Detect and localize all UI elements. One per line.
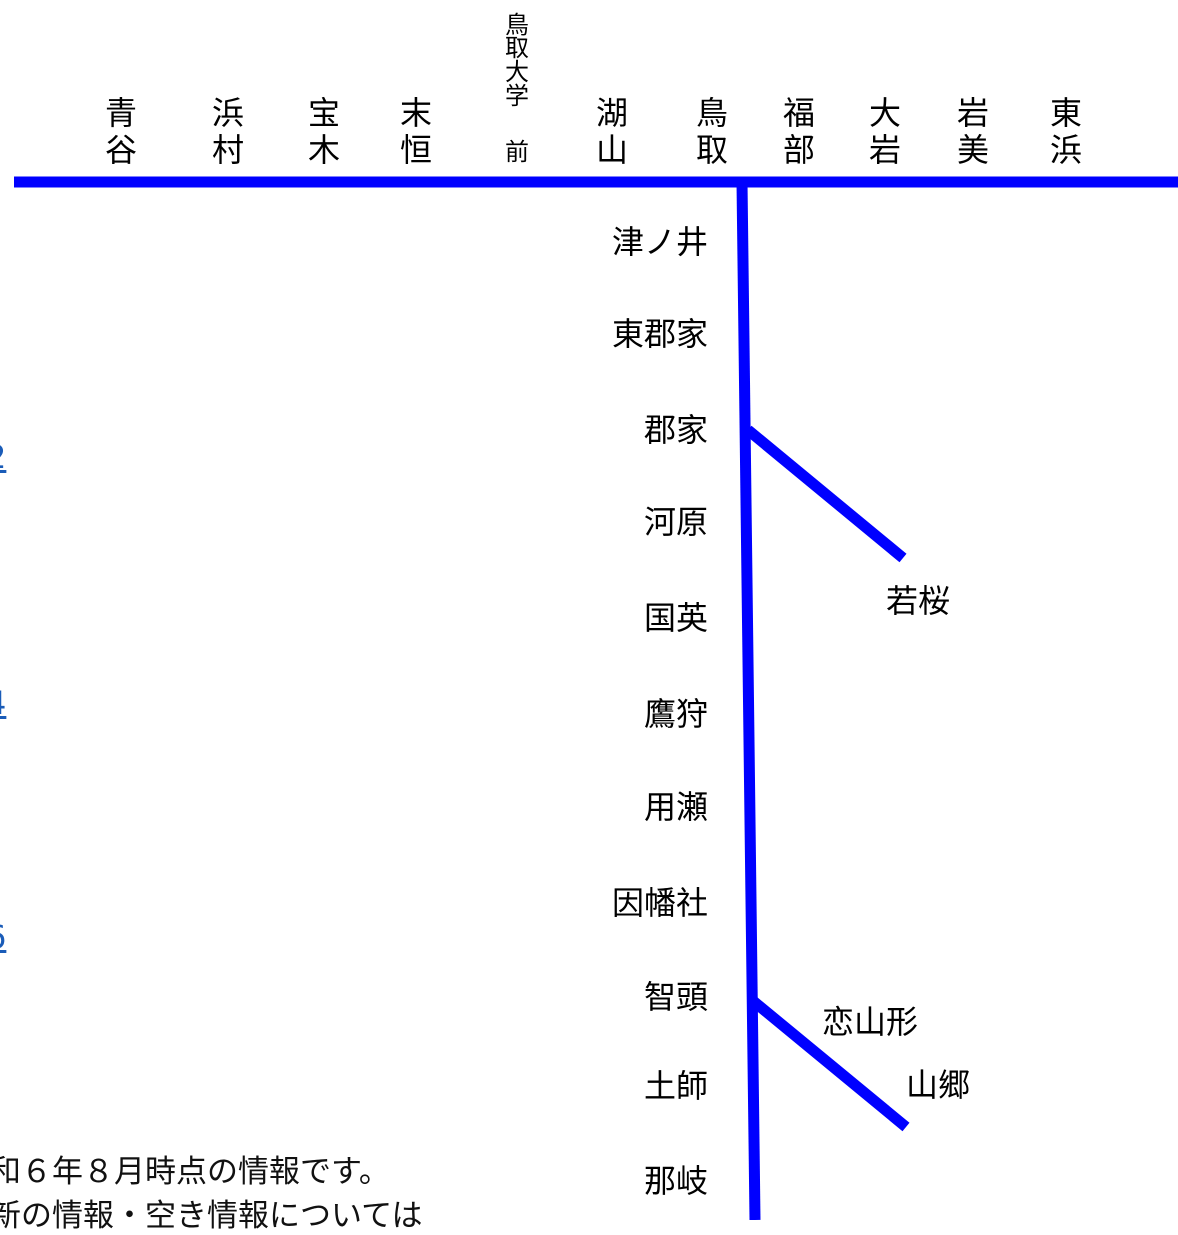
station-hamamura-char-1: 浜 — [212, 94, 244, 132]
station-nagi: 那岐 — [644, 1162, 708, 1200]
station-koyama-char-1: 湖 — [596, 94, 628, 132]
station-tottori-daigaku-mae-char-2: 取 — [505, 34, 529, 62]
station-tottori-daigaku-mae-char-3: 大 — [505, 58, 529, 86]
station-tottori-daigaku-mae-char-4: 学 — [505, 82, 529, 110]
station-hougi-char-1: 宝 — [308, 94, 340, 132]
station-higashi-koge: 東郡家 — [612, 315, 708, 353]
station-suetsune-char-1: 末 — [400, 94, 432, 132]
station-aoya-char-2: 谷 — [105, 131, 137, 169]
station-aoya-char-1: 青 — [105, 94, 137, 132]
station-inbanosha: 因幡社 — [612, 884, 708, 922]
station-hougi-char-2: 木 — [308, 131, 340, 169]
station-tottori-char-1: 鳥 — [696, 94, 728, 132]
inbi-line — [736, 181, 761, 1220]
station-oiwa-char-2: 岩 — [869, 131, 901, 169]
rail-lines — [14, 176, 1178, 1220]
station-higashihama-char-2: 浜 — [1050, 131, 1082, 169]
station-kokuei: 国英 — [644, 599, 708, 637]
station-mochigase: 用瀬 — [644, 788, 708, 826]
note-line-1: 和６年８月時点の情報です。 — [0, 1154, 390, 1190]
station-tottori-char-2: 取 — [696, 131, 728, 169]
station-iwami-char-2: 美 — [957, 131, 989, 169]
wakasa-branch-line — [744, 425, 907, 563]
station-tsunoi: 津ノ井 — [612, 223, 708, 261]
note-line-2: 新の情報・空き情報については — [0, 1198, 423, 1234]
station-takagari: 鷹狩 — [644, 695, 708, 733]
station-higashihama-char-1: 東 — [1050, 94, 1082, 132]
station-yamasato: 山郷 — [906, 1066, 970, 1104]
station-koge: 郡家 — [644, 411, 708, 449]
chizu-branch-line — [748, 995, 910, 1132]
station-suetsune-char-2: 恒 — [400, 131, 432, 169]
station-hashi: 土師 — [644, 1067, 708, 1105]
station-tottori-daigaku-mae-char-1: 鳥 — [505, 11, 529, 39]
station-oiwa-char-1: 大 — [869, 94, 901, 132]
station-wakasa: 若桜 — [886, 582, 950, 620]
station-iwami-char-1: 岩 — [957, 94, 989, 132]
station-kawahara: 河原 — [644, 503, 708, 541]
side-link-2[interactable]: 2 — [0, 438, 6, 476]
station-tottori-daigaku-mae-char-5: 前 — [505, 138, 529, 166]
station-chizu: 智頭 — [644, 978, 708, 1016]
station-koiyamagata: 恋山形 — [822, 1003, 918, 1041]
station-fukube-char-2: 部 — [783, 131, 815, 169]
side-link-6[interactable]: 6 — [0, 918, 6, 956]
station-koyama-char-2: 山 — [596, 131, 628, 169]
station-fukube-char-1: 福 — [783, 94, 815, 132]
side-link-4[interactable]: 4 — [0, 684, 6, 722]
station-hamamura-char-2: 村 — [212, 131, 244, 169]
